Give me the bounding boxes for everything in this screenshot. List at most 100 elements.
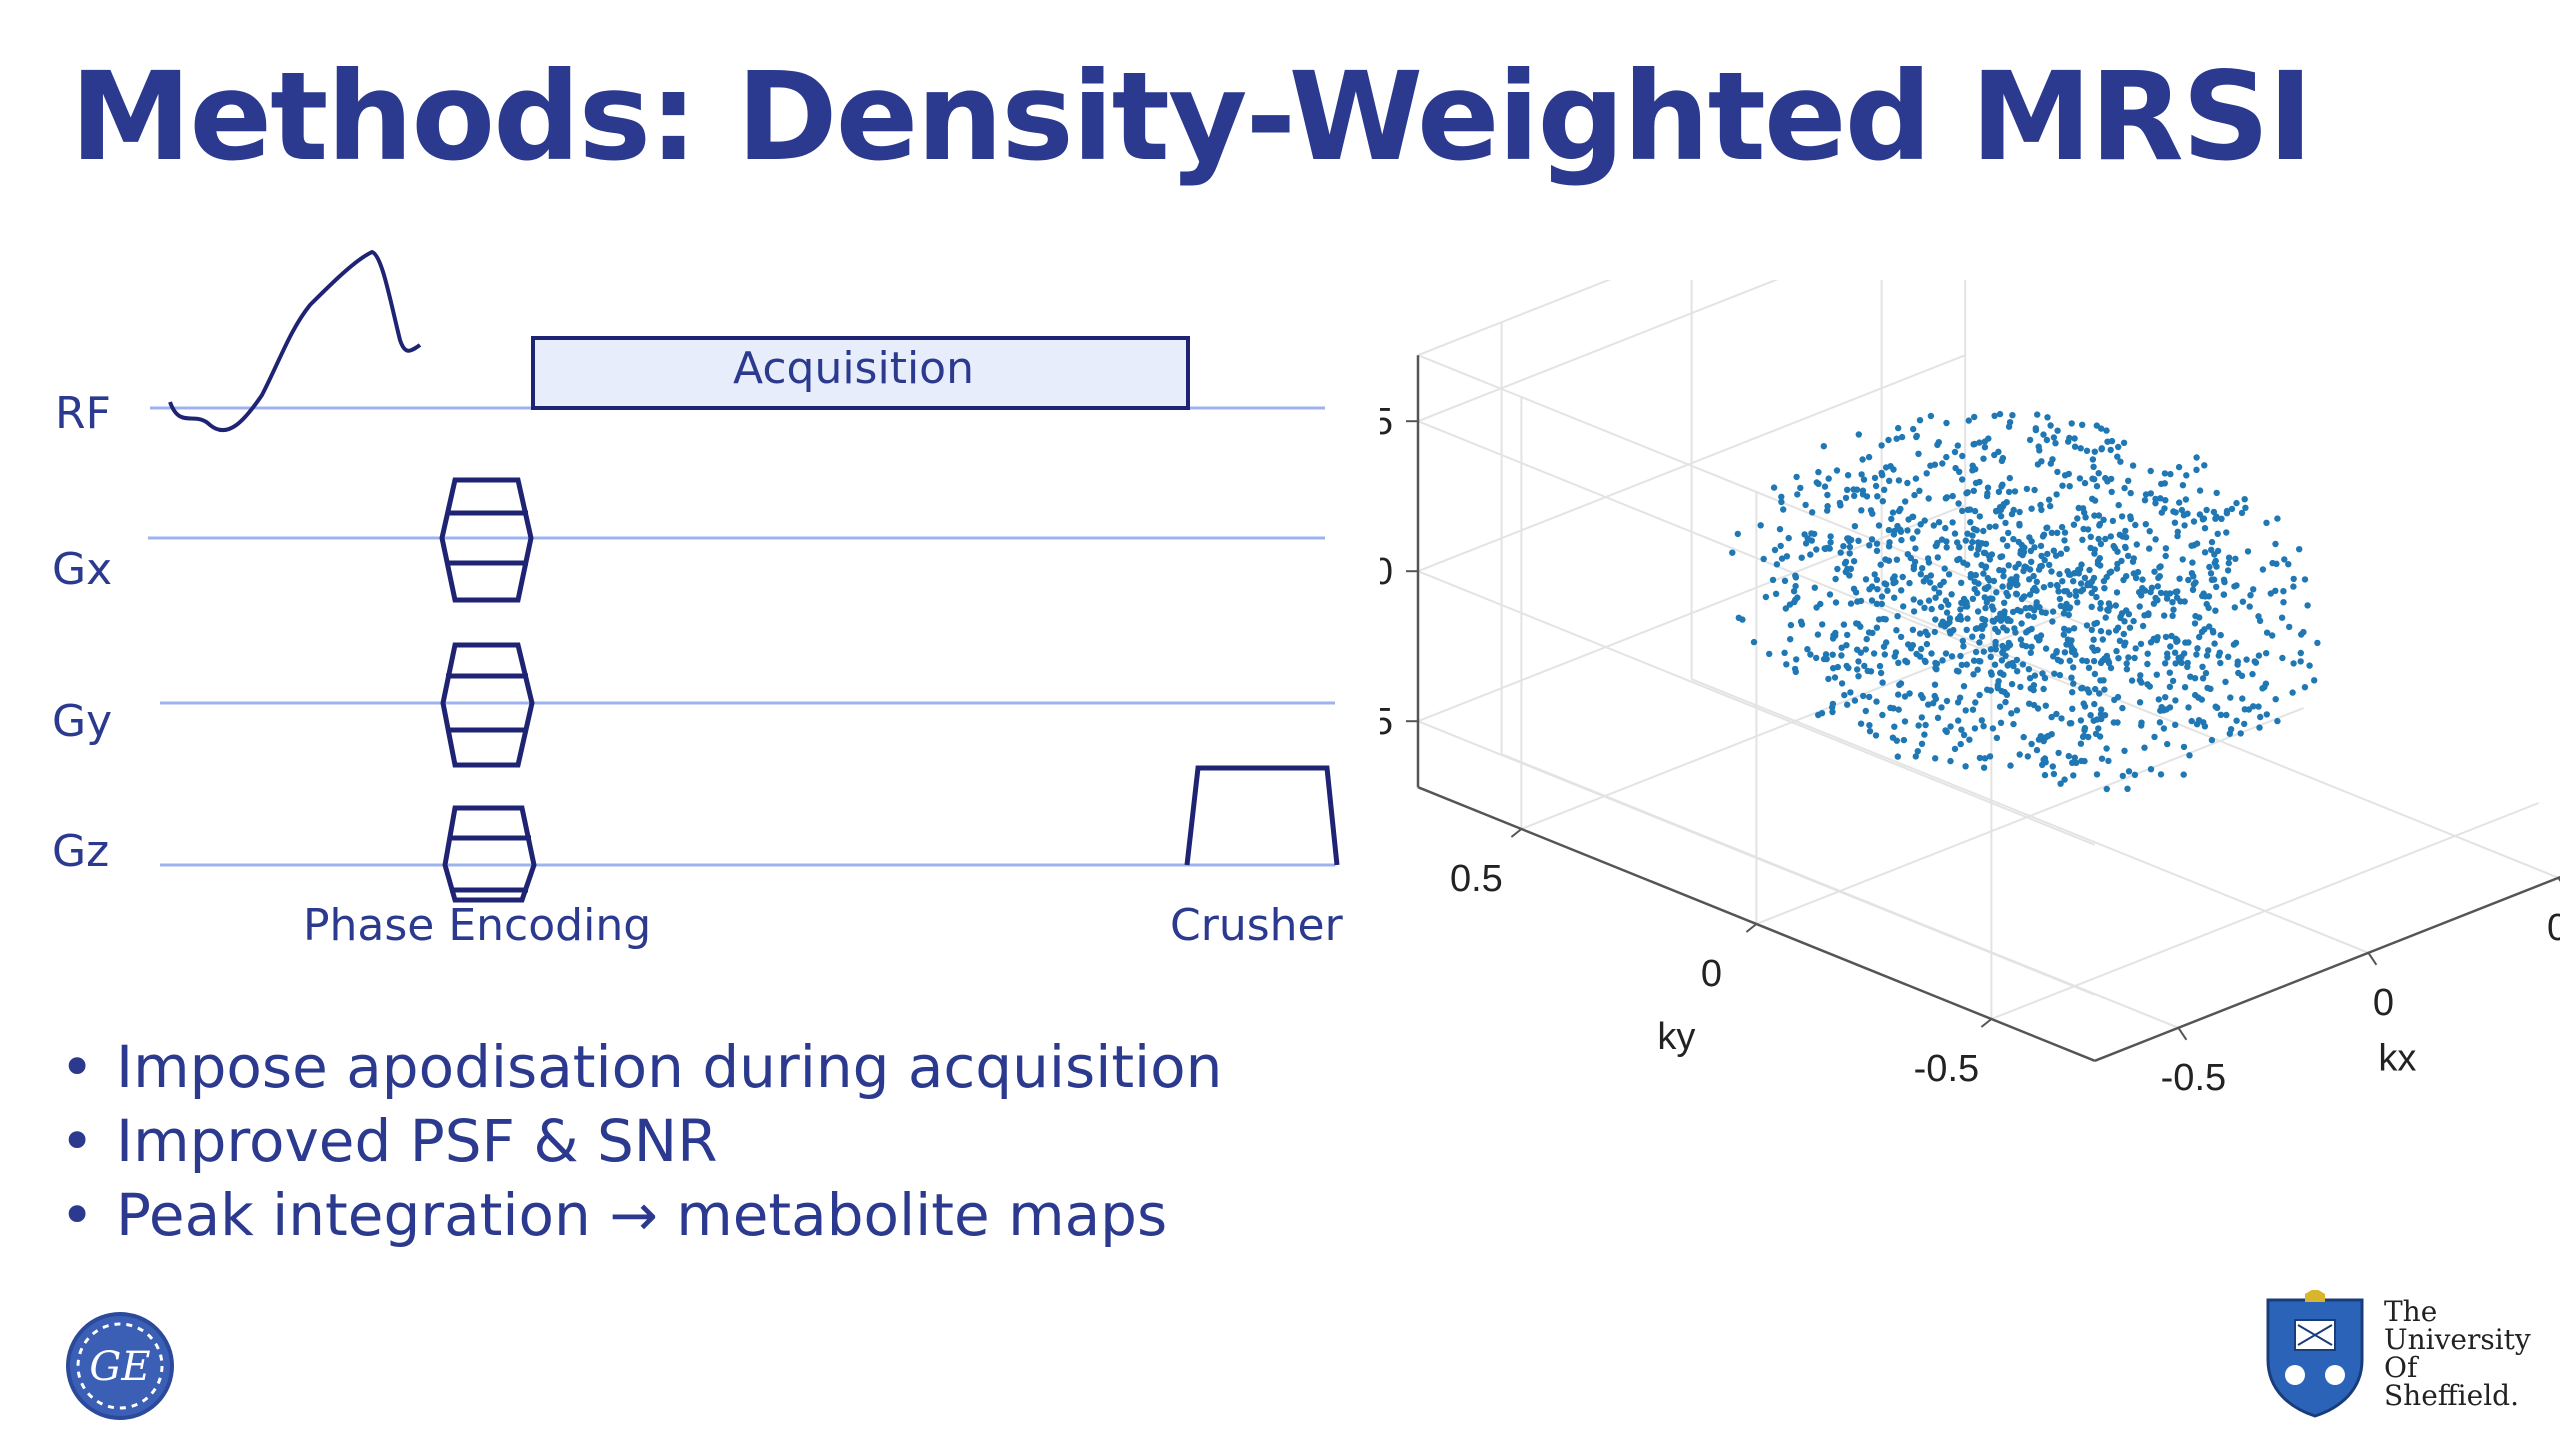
university-line: The <box>2384 1295 2438 1328</box>
gy-label: Gy <box>52 696 113 747</box>
scatter-point <box>2003 627 2011 634</box>
scatter-point <box>1988 603 1996 610</box>
scatter-point <box>2017 683 2024 691</box>
scatter-point <box>2013 656 2021 664</box>
scatter-point <box>2112 627 2120 634</box>
scatter-point <box>2042 734 2050 741</box>
scatter-point <box>2003 691 2011 698</box>
scatter-point <box>2101 712 2109 719</box>
scatter-point <box>1872 482 1880 490</box>
scatter-point <box>2190 518 2198 525</box>
scatter-point <box>2031 672 2039 679</box>
scatter-point <box>2285 561 2292 568</box>
scatter-point <box>2255 613 2262 620</box>
slide-title: Methods: Density-Weighted MRSI <box>70 46 2313 188</box>
scatter-point <box>2173 638 2180 645</box>
scatter-point <box>2047 581 2054 589</box>
scatter-point <box>2203 600 2210 608</box>
scatter-point <box>2091 700 2098 708</box>
scatter-point <box>2009 608 2017 616</box>
scatter-point <box>2112 602 2119 609</box>
scatter-point <box>1991 412 1998 419</box>
scatter-point <box>1933 660 1941 667</box>
ge-logo-text: GE <box>89 1344 150 1390</box>
scatter-point <box>1957 652 1964 660</box>
scatter-point <box>2007 762 2014 769</box>
scatter-point <box>2101 686 2108 693</box>
scatter-point <box>1981 585 1989 592</box>
scatter-point <box>2050 770 2058 778</box>
scatter-point <box>1974 666 1981 673</box>
scatter-point <box>2194 645 2201 652</box>
scatter-point <box>1879 711 1886 719</box>
scatter-point <box>2087 533 2094 540</box>
scatter-point <box>2141 497 2149 504</box>
scatter-point <box>2249 670 2256 678</box>
scatter-point <box>2011 625 2018 632</box>
scatter-point <box>2223 711 2230 719</box>
scatter-point <box>1834 663 1842 671</box>
scatter-point <box>1958 726 1965 733</box>
scatter-point <box>2023 485 2031 493</box>
scatter-point <box>1996 703 2004 710</box>
scatter-point <box>2027 649 2035 656</box>
scatter-point <box>2131 654 2138 662</box>
scatter-point <box>1987 595 1994 602</box>
scatter-point <box>1963 626 1970 633</box>
scatter-point <box>1918 714 1926 721</box>
scatter-point <box>2152 594 2159 602</box>
scatter-point <box>2037 563 2044 570</box>
scatter-point <box>2115 655 2122 662</box>
scatter-point <box>2190 581 2197 588</box>
scatter-point <box>1851 697 1859 704</box>
scatter-point <box>1885 543 1893 550</box>
scatter-point <box>1986 556 1994 563</box>
scatter-point <box>2081 479 2089 487</box>
scatter-point <box>2150 600 2158 607</box>
scatter-point <box>2152 536 2159 543</box>
scatter-point <box>2188 717 2195 725</box>
scatter-point <box>1866 693 1873 701</box>
scatter-point <box>2031 544 2038 551</box>
scatter-point <box>2164 654 2171 661</box>
scatter-point <box>2146 528 2153 535</box>
scatter-point <box>1829 635 1837 642</box>
scatter-point <box>1934 539 1941 547</box>
scatter-point <box>1851 492 1858 499</box>
scatter-point <box>1970 671 1977 678</box>
scatter-point <box>1844 631 1851 639</box>
scatter-point <box>2141 587 2149 594</box>
scatter-point <box>2014 668 2021 675</box>
scatter-point <box>2078 685 2085 692</box>
scatter-point <box>2103 745 2110 752</box>
scatter-point <box>2250 703 2257 710</box>
scatter-point <box>2095 512 2103 519</box>
scatter-point <box>2130 617 2137 625</box>
scatter-point <box>2068 420 2075 427</box>
scatter-point <box>1980 648 1988 655</box>
scatter-point <box>2047 460 2054 467</box>
scatter-point <box>2096 733 2104 740</box>
scatter-point <box>1932 755 1939 762</box>
gx-label: Gx <box>52 544 113 595</box>
scatter-point <box>2097 627 2105 635</box>
scatter-point <box>1909 535 1917 542</box>
scatter-point <box>2180 743 2188 751</box>
scatter-point <box>1897 526 1904 533</box>
scatter-point <box>2111 696 2118 704</box>
scatter-point <box>2137 640 2145 648</box>
scatter-point <box>1921 604 1928 611</box>
scatter-point <box>1964 615 1971 622</box>
scatter-point <box>1959 507 1966 515</box>
scatter-point <box>2201 723 2209 730</box>
scatter-point <box>2290 575 2297 583</box>
scatter-point <box>1855 431 1863 438</box>
scatter-point <box>2263 519 2270 526</box>
scatter-point <box>2015 560 2022 568</box>
scatter-point <box>2181 684 2189 691</box>
scatter-point <box>1986 523 1993 531</box>
scatter-point <box>1974 589 1981 597</box>
scatter-point <box>2206 623 2213 630</box>
scatter-point <box>2161 612 2168 619</box>
scatter-point <box>2139 576 2146 583</box>
